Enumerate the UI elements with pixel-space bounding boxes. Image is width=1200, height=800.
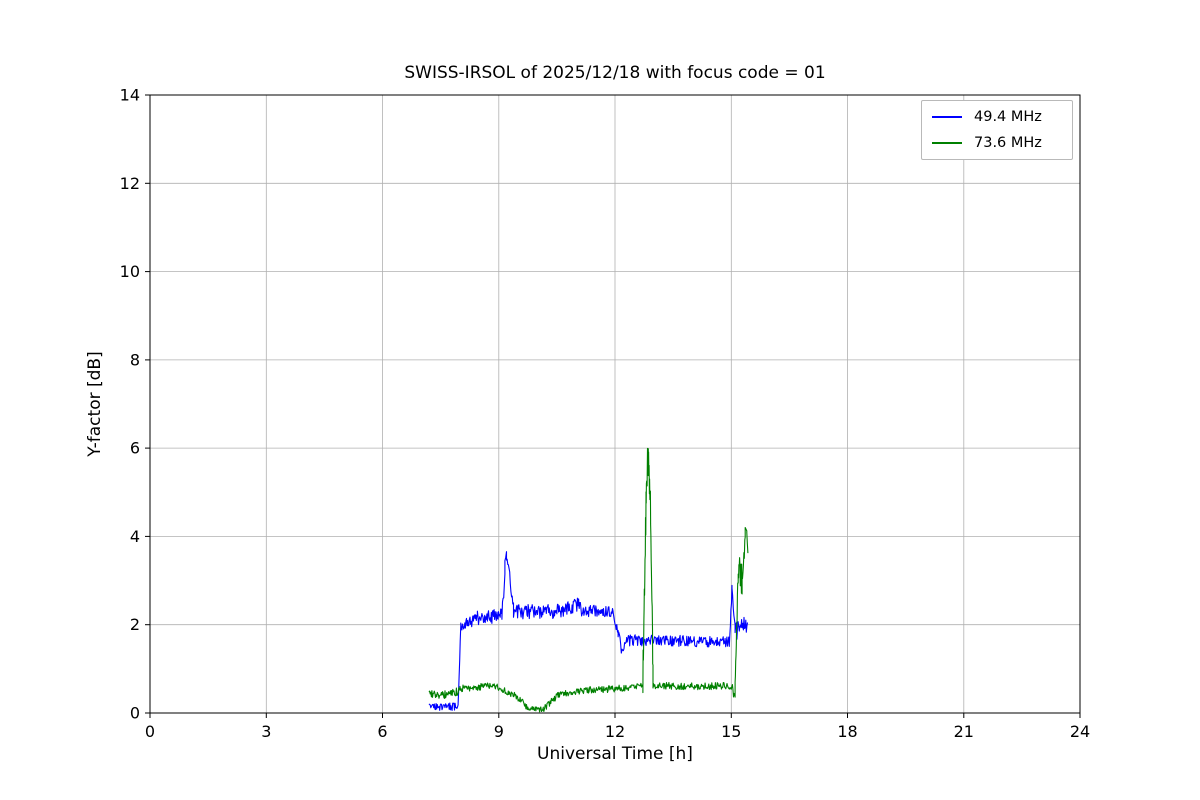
legend-line-swatch-green	[932, 142, 962, 144]
svg-text:0: 0	[145, 722, 155, 741]
svg-text:18: 18	[837, 722, 857, 741]
svg-text:10: 10	[120, 262, 140, 281]
svg-text:6: 6	[130, 439, 140, 458]
x-axis-label: Universal Time [h]	[537, 744, 693, 764]
svg-text:14: 14	[120, 86, 140, 105]
svg-text:3: 3	[261, 722, 271, 741]
legend-entry: 73.6 MHz	[932, 134, 1062, 152]
svg-text:4: 4	[130, 527, 140, 546]
svg-text:6: 6	[377, 722, 387, 741]
svg-text:12: 12	[605, 722, 625, 741]
chart-title: SWISS-IRSOL of 2025/12/18 with focus cod…	[404, 63, 826, 83]
svg-text:24: 24	[1070, 722, 1090, 741]
legend-label: 49.4 MHz	[974, 109, 1042, 125]
svg-text:15: 15	[721, 722, 741, 741]
svg-text:9: 9	[494, 722, 504, 741]
svg-text:8: 8	[130, 350, 140, 369]
legend-line-swatch-blue	[932, 116, 962, 118]
svg-text:12: 12	[120, 174, 140, 193]
svg-text:21: 21	[954, 722, 974, 741]
svg-text:0: 0	[130, 704, 140, 723]
y-axis-label: Y-factor [dB]	[85, 351, 105, 457]
legend-label: 73.6 MHz	[974, 135, 1042, 151]
svg-text:2: 2	[130, 615, 140, 634]
legend: 49.4 MHz 73.6 MHz	[921, 100, 1073, 160]
legend-entry: 49.4 MHz	[932, 108, 1062, 126]
